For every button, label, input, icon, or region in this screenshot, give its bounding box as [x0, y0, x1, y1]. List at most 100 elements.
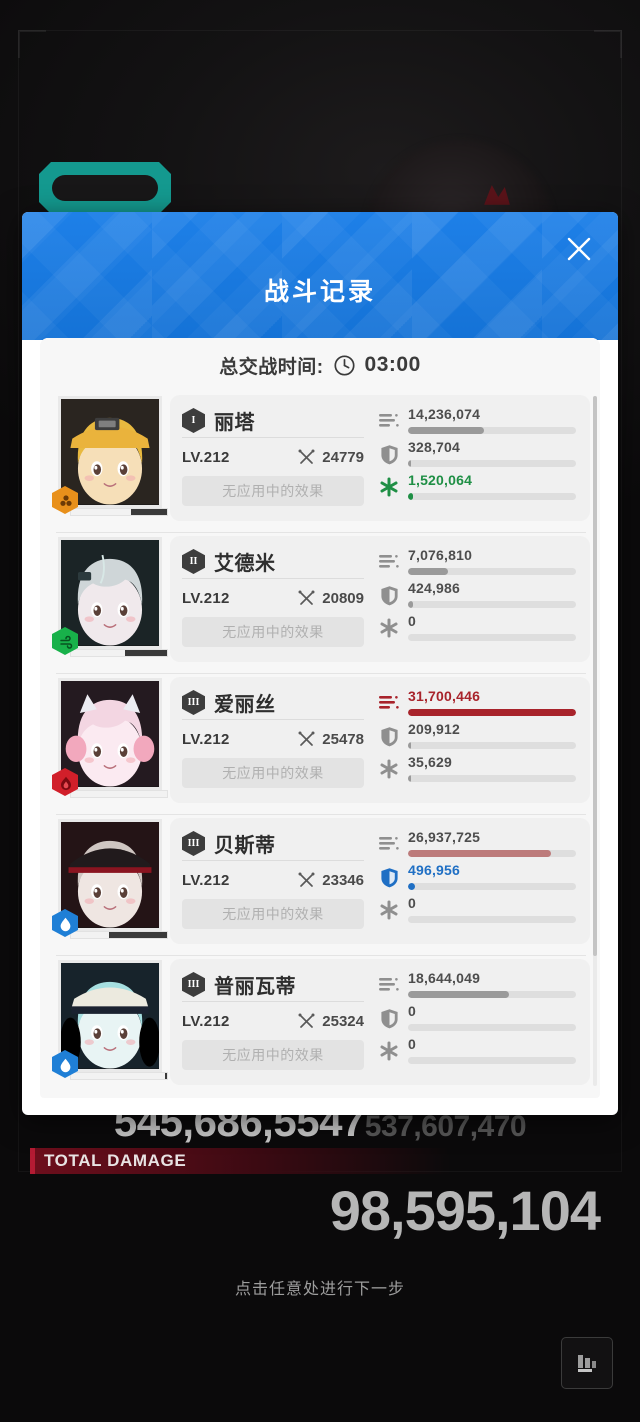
stat-damage-icon	[378, 409, 400, 433]
character-portrait[interactable]	[52, 394, 170, 520]
character-stats: 26,937,725 496,956	[370, 827, 590, 944]
portrait-frame	[58, 819, 162, 931]
character-identity: I 丽塔 LV.212 24779 无应用中的效果	[170, 404, 370, 521]
active-buffs-placeholder: 无应用中的效果	[222, 624, 324, 640]
crossed-swords-icon	[298, 449, 315, 464]
hp-bar-fill	[71, 791, 167, 797]
shield-icon	[380, 867, 398, 887]
character-level-row: LV.212 20809	[182, 579, 364, 617]
table-row[interactable]: III 贝斯蒂 LV.212 23346 无应用中的效果	[52, 815, 590, 955]
character-portrait-art	[61, 963, 159, 1069]
character-stats: 14,236,074 328,704	[370, 404, 590, 521]
healing-asterisk-icon	[380, 759, 398, 779]
stat-shield-value: 328,704	[408, 439, 461, 455]
character-portrait-art	[61, 399, 159, 505]
active-buffs-placeholder: 无应用中的效果	[222, 765, 324, 781]
stat-healing-icon	[378, 1039, 400, 1063]
combat-power-value: 25324	[322, 1012, 364, 1030]
stat-shield-icon	[378, 1006, 400, 1030]
total-damage-label: TOTAL DAMAGE	[44, 1151, 187, 1170]
healing-asterisk-icon	[380, 477, 398, 497]
stat-damage-value: 7,076,810	[408, 547, 473, 563]
table-row[interactable]: II 艾德米 LV.212 20809 无应用中的效果	[52, 533, 590, 673]
table-row[interactable]: III 爱丽丝 LV.212 25478 无应用中的效果	[52, 674, 590, 814]
combat-power: 24779	[297, 448, 364, 466]
stat-shield: 209,912	[378, 721, 576, 749]
character-portrait[interactable]	[52, 535, 170, 661]
crossed-swords-icon	[298, 731, 315, 746]
battle-record-modal: 战斗记录 总交战时间: 03:00	[22, 212, 618, 1115]
panel-scrollbar-thumb[interactable]	[593, 396, 597, 956]
element-glyph-icon	[59, 917, 72, 931]
stat-shield-fill	[408, 460, 412, 467]
character-portrait[interactable]	[52, 958, 170, 1084]
element-glyph-icon	[59, 776, 72, 790]
total-damage-banner: TOTAL DAMAGE	[30, 1148, 450, 1174]
stat-healing-value: 0	[408, 895, 416, 911]
rank-badge: III	[182, 831, 205, 856]
element-glyph-icon	[59, 635, 72, 649]
stat-healing-value: 35,629	[408, 754, 453, 770]
hp-bar	[70, 508, 168, 516]
stat-shield: 328,704	[378, 439, 576, 467]
character-name-row: III 普丽瓦蒂	[182, 968, 364, 1002]
shield-icon	[380, 444, 398, 464]
character-stats: 31,700,446 209,912	[370, 686, 590, 803]
hp-bar-fill	[71, 932, 110, 938]
stat-shield-icon	[378, 865, 400, 889]
character-level: LV.212	[182, 448, 230, 466]
row-divider	[56, 673, 586, 674]
combat-power-value: 20809	[322, 589, 364, 607]
stat-damage-track	[408, 568, 576, 575]
stat-damage: 26,937,725	[378, 829, 576, 857]
rank-badge: III	[182, 690, 205, 715]
table-row[interactable]: I 丽塔 LV.212 24779 无应用中的效果	[52, 392, 590, 532]
damage-bars-icon	[379, 696, 399, 709]
character-level: LV.212	[182, 730, 230, 748]
damage-bars-icon	[379, 555, 399, 568]
stats-button[interactable]	[561, 1337, 613, 1389]
active-buffs-strip: 无应用中的效果	[182, 899, 364, 929]
close-button[interactable]	[556, 226, 602, 272]
element-badge-fire	[52, 768, 78, 796]
character-name: 普丽瓦蒂	[214, 976, 296, 998]
character-identity: III 贝斯蒂 LV.212 23346 无应用中的效果	[170, 827, 370, 944]
stat-healing-track	[408, 1057, 576, 1064]
character-portrait-art	[61, 681, 159, 787]
stat-shield-track	[408, 1024, 576, 1031]
character-name-row: I 丽塔	[182, 404, 364, 438]
character-portrait[interactable]	[52, 676, 170, 802]
stat-damage: 18,644,049	[378, 970, 576, 998]
character-name-row: II 艾德米	[182, 545, 364, 579]
stat-damage-fill	[408, 427, 484, 434]
character-rows-list[interactable]: I 丽塔 LV.212 24779 无应用中的效果	[40, 392, 600, 1096]
stat-damage-icon	[378, 973, 400, 997]
active-buffs-placeholder: 无应用中的效果	[222, 483, 324, 499]
stat-healing-value: 1,520,064	[408, 472, 473, 488]
panel-scrollbar-track[interactable]	[593, 396, 597, 1086]
stat-healing-icon	[378, 757, 400, 781]
battle-record-panel: 总交战时间: 03:00	[40, 338, 600, 1098]
table-row[interactable]: III 普丽瓦蒂 LV.212 25324 无应用中的效	[52, 956, 590, 1096]
stat-shield-track	[408, 742, 576, 749]
portrait-frame	[58, 396, 162, 508]
character-name: 贝斯蒂	[214, 835, 276, 857]
stat-damage: 14,236,074	[378, 406, 576, 434]
character-identity: III 爱丽丝 LV.212 25478 无应用中的效果	[170, 686, 370, 803]
element-badge-ice	[52, 909, 78, 937]
modal-title: 战斗记录	[263, 278, 376, 306]
stat-damage-value: 14,236,074	[408, 406, 481, 422]
character-portrait[interactable]	[52, 817, 170, 943]
stat-damage-fill	[408, 850, 551, 857]
bar-chart-icon	[578, 1355, 596, 1372]
character-identity: II 艾德米 LV.212 20809 无应用中的效果	[170, 545, 370, 662]
stat-damage-value: 31,700,446	[408, 688, 481, 704]
crossed-swords-icon	[298, 872, 315, 887]
stat-shield-value: 209,912	[408, 721, 461, 737]
stat-damage-fill	[408, 991, 509, 998]
portrait-frame	[58, 960, 162, 1072]
active-buffs-strip: 无应用中的效果	[182, 617, 364, 647]
background-result-number-secondary: 537,607,470	[364, 1110, 527, 1143]
stat-damage: 31,700,446	[378, 688, 576, 716]
